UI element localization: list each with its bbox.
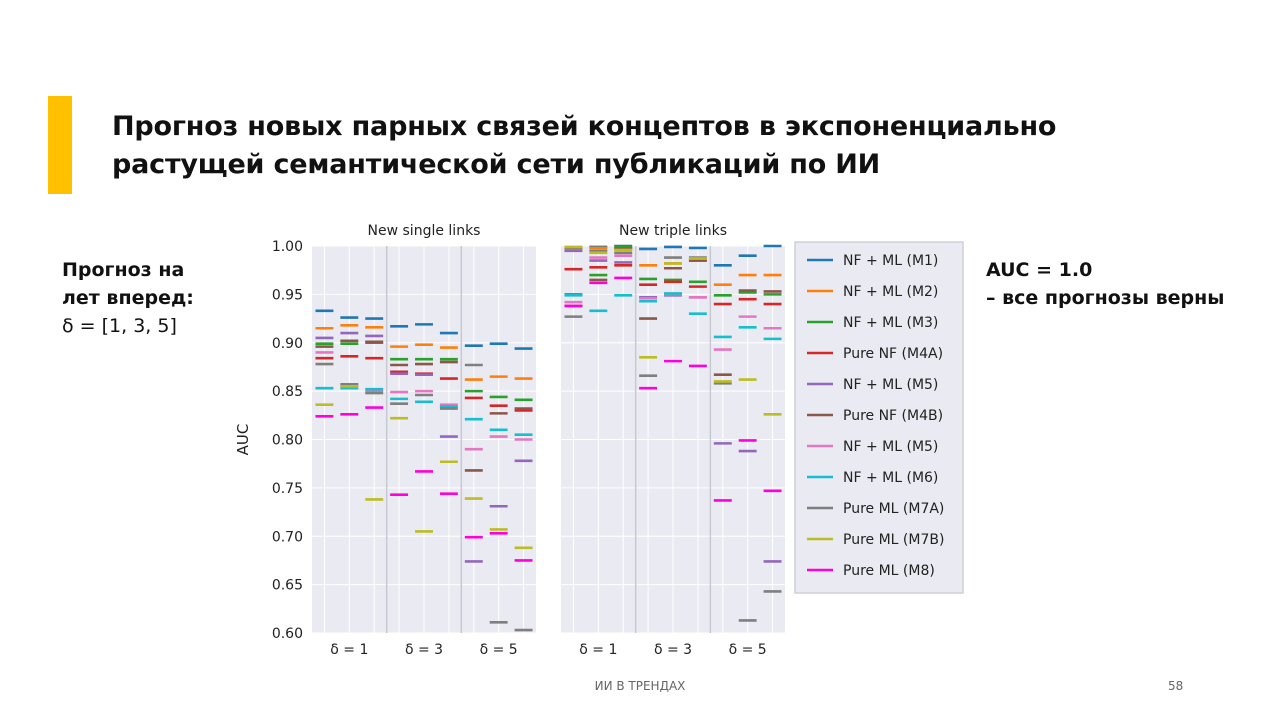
x-group-label: δ = 3: [405, 642, 443, 658]
x-group-label: δ = 5: [729, 642, 767, 658]
y-tick-label: 0.95: [272, 287, 303, 303]
y-tick-label: 0.90: [272, 336, 303, 352]
legend-label: NF + ML (M5): [843, 439, 938, 455]
legend-label: NF + ML (M3): [843, 315, 938, 331]
legend-label: Pure NF (M4A): [843, 346, 943, 362]
y-axis-label: AUC: [234, 424, 252, 456]
panel-title: New single links: [368, 223, 481, 239]
panel-title: New triple links: [619, 223, 727, 239]
legend-box: [794, 241, 964, 594]
legend-label: Pure ML (M8): [843, 563, 935, 579]
auc-note-line-2: – все прогнозы верны: [986, 287, 1225, 309]
page-number: 58: [1168, 679, 1184, 693]
x-group-label: δ = 5: [480, 642, 518, 658]
legend-label: NF + ML (M6): [843, 470, 938, 486]
y-tick-label: 0.65: [272, 578, 303, 594]
x-group-label: δ = 1: [579, 642, 617, 658]
y-tick-label: 0.75: [272, 481, 303, 497]
forecast-horizon-line-1: Прогноз на: [62, 259, 185, 281]
slide-title-line-2: растущей семантической сети публикаций п…: [112, 149, 881, 180]
forecast-horizon-note: Прогноз на лет вперед: δ = [1, 3, 5]: [62, 256, 194, 340]
slide-title: Прогноз новых парных связей концептов в …: [112, 108, 1112, 184]
y-tick-label: 0.70: [272, 529, 303, 545]
y-tick-label: 0.60: [272, 626, 303, 642]
legend-label: Pure NF (M4B): [843, 408, 943, 424]
footer-label: ИИ В ТРЕНДАХ: [594, 679, 686, 693]
auc-chart: AUC 1.00 0.95 0.90 0.85 0.80 0.75 0.70 0.65 0.60 δ…: [234, 223, 964, 658]
legend-label: NF + ML (M2): [843, 284, 938, 300]
x-group-label: δ = 1: [330, 642, 368, 658]
legend-label: NF + ML (M5): [843, 377, 938, 393]
auc-note: AUC = 1.0 – все прогнозы верны: [986, 256, 1224, 312]
legend-label: Pure ML (M7A): [843, 501, 944, 517]
x-group-label: δ = 3: [654, 642, 692, 658]
accent-bar: [48, 96, 72, 194]
legend-label: NF + ML (M1): [843, 253, 938, 269]
forecast-horizon-line-2: лет вперед:: [62, 287, 194, 309]
auc-note-line-1: AUC = 1.0: [986, 259, 1093, 281]
forecast-horizon-values: δ = [1, 3, 5]: [62, 315, 177, 337]
legend-label: Pure ML (M7B): [843, 532, 944, 548]
y-tick-label: 0.85: [272, 384, 303, 400]
slide-title-line-1: Прогноз новых парных связей концептов в …: [112, 111, 1057, 142]
y-tick-label: 0.80: [272, 433, 303, 449]
y-tick-label: 1.00: [272, 239, 303, 255]
